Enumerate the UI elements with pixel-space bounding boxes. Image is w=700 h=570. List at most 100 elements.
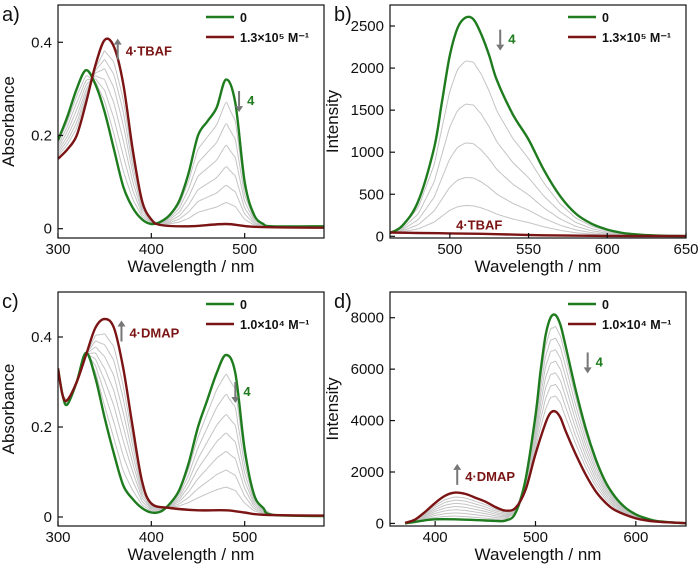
arrow-head (453, 463, 462, 470)
x-axis-label: Wavelength / nm (475, 257, 602, 276)
x-tick-label: 650 (673, 241, 698, 258)
y-tick-label: 2000 (351, 60, 384, 77)
annotation-label: 4·DMAP (465, 469, 515, 484)
plot-curves (58, 317, 324, 518)
intermediate-curve-4 (58, 352, 324, 517)
arrow-head (235, 106, 244, 113)
annotation-label: 4 (596, 354, 604, 369)
arrow-head (583, 367, 592, 374)
x-axis-label: Wavelength / nm (475, 545, 602, 564)
x-tick-label: 500 (523, 529, 548, 546)
x-tick-label: 400 (423, 529, 448, 546)
x-tick-label: 300 (45, 529, 70, 546)
series-line-final (58, 37, 324, 229)
x-tick-label: 500 (232, 529, 257, 546)
legend-label: 1.0×10⁴ M⁻¹ (240, 318, 309, 332)
plot-curves (58, 37, 324, 229)
x-tick-label: 300 (45, 241, 70, 258)
x-tick-label: 600 (595, 241, 620, 258)
panel-c: c) 300 400 500 0 0.2 0.4 Wavelength / nm Absorba… (0, 291, 325, 564)
series-line-initial (58, 351, 324, 518)
y-tick-label: 0.4 (31, 329, 52, 346)
intermediate-curve-6 (404, 383, 684, 524)
y-tick-label: 1500 (351, 102, 384, 119)
x-tick-label: 400 (139, 529, 164, 546)
y-tick-label: 0 (376, 228, 384, 245)
panel-label: a) (2, 4, 20, 26)
plot-curves (404, 313, 686, 525)
y-tick-label: 0 (376, 515, 384, 532)
y-tick-label: 500 (359, 186, 384, 203)
arrow-head (117, 320, 126, 327)
legend-label: 0 (602, 11, 609, 25)
arrow-head (113, 38, 122, 45)
plot-curves (390, 15, 686, 238)
series-line-initial (404, 313, 686, 525)
annotation-label: 4 (243, 384, 251, 399)
intermediate-curve-3 (58, 353, 324, 517)
y-tick-label: 6000 (351, 361, 384, 378)
y-tick-label: 0.4 (31, 34, 52, 51)
y-tick-label: 8000 (351, 310, 384, 327)
y-axis-label: Intensity (323, 89, 342, 153)
intermediate-curve-3 (58, 75, 324, 228)
x-tick-label: 550 (516, 241, 541, 258)
series-line-initial (390, 15, 686, 238)
y-tick-label: 0 (44, 509, 52, 526)
x-tick-label: 600 (623, 529, 648, 546)
plot-frame (57, 4, 325, 239)
legend-label: 1.3×10⁵ M⁻¹ (240, 31, 309, 45)
y-tick-label: 2500 (351, 18, 384, 35)
arrow-head (496, 44, 505, 51)
panel-label: b) (334, 4, 352, 26)
y-tick-label: 1000 (351, 144, 384, 161)
panel-label: d) (334, 291, 352, 313)
y-axis-label: Absorbance (0, 76, 18, 167)
plot-frame (389, 4, 687, 239)
panel-a: a) 300 400 500 0 0.2 0.4 Wavelength / nm Absorba… (0, 4, 325, 276)
series-line-final (58, 317, 324, 517)
annotation-label: 4 (247, 93, 255, 108)
intermediate-curve-4 (390, 176, 686, 237)
x-axis-label: Wavelength / nm (128, 545, 255, 564)
annotation-label: 4·TBAF (126, 44, 172, 59)
intermediate-curve-6 (58, 340, 324, 517)
intermediate-curve-2 (58, 353, 324, 517)
legend-label: 1.0×10⁴ M⁻¹ (602, 318, 671, 332)
y-axis-label: Intensity (323, 377, 342, 441)
panel-b: b) 500 550 600 650 0 500 1000 1500 2000 2500 Wavele… (323, 4, 699, 276)
annotation-label: 4·TBAF (456, 218, 502, 233)
y-tick-label: 0.2 (31, 419, 52, 436)
x-tick-label: 500 (437, 241, 462, 258)
panel-label: c) (2, 291, 19, 313)
x-tick-label: 500 (232, 241, 257, 258)
legend-label: 0 (240, 298, 247, 312)
y-tick-label: 4000 (351, 413, 384, 430)
y-tick-label: 2000 (351, 464, 384, 481)
intermediate-curve-2 (58, 78, 324, 228)
intermediate-curve-1 (58, 75, 324, 228)
arrow-head (231, 397, 240, 403)
intermediate-curve-7 (404, 395, 684, 524)
series-line-final (404, 409, 686, 525)
y-tick-label: 0.2 (31, 127, 52, 144)
annotation-label: 4 (508, 32, 516, 47)
legend-label: 0 (240, 11, 247, 25)
y-tick-label: 0 (44, 221, 52, 238)
plot-frame (57, 291, 325, 527)
intermediate-curve-5 (404, 372, 684, 524)
x-axis-label: Wavelength / nm (128, 257, 255, 276)
legend-label: 1.3×10⁵ M⁻¹ (602, 31, 671, 45)
intermediate-curve-5 (58, 59, 324, 228)
intermediate-curve-1 (58, 354, 324, 517)
y-axis-label: Absorbance (0, 364, 18, 455)
series-line-initial (58, 69, 324, 228)
intermediate-curve-3 (405, 349, 684, 524)
x-tick-label: 400 (139, 241, 164, 258)
intermediate-curve-2 (390, 103, 686, 237)
legend-label: 0 (602, 298, 609, 312)
plot-frame (389, 291, 687, 527)
annotation-label: 4·DMAP (129, 326, 179, 341)
